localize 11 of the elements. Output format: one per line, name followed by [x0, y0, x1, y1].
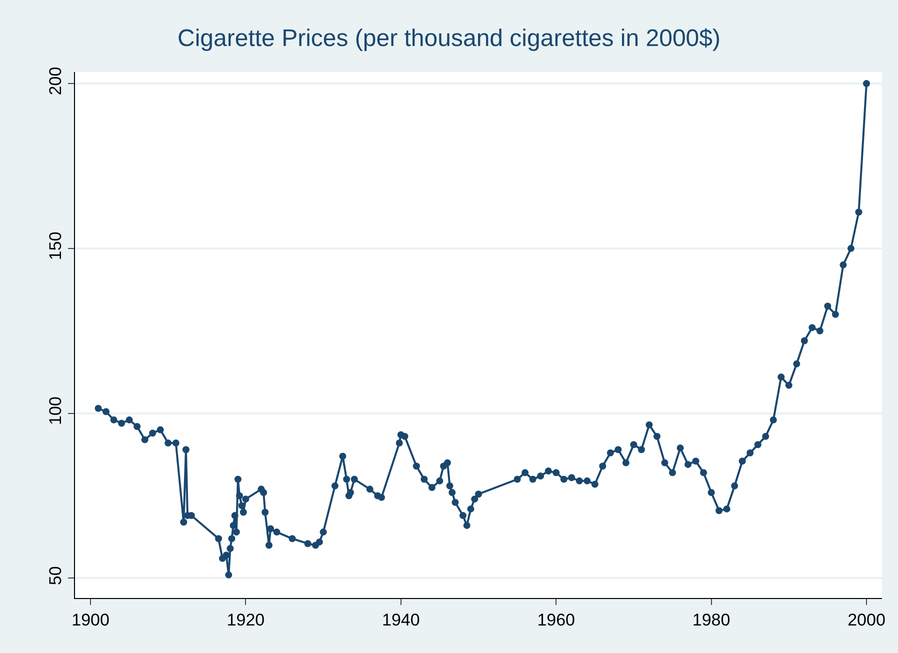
y-tick-label: 200 [46, 66, 66, 96]
x-tick-label: 1980 [692, 610, 730, 630]
x-tick-label: 1900 [72, 610, 110, 630]
x-tick-label: 2000 [848, 610, 886, 630]
x-tick-label: 1920 [226, 610, 265, 630]
y-tick-label: 100 [46, 396, 66, 425]
chart-title: Cigarette Prices (per thousand cigarettes in 2000$) [178, 25, 720, 52]
x-tick-label: 1940 [382, 610, 420, 630]
x-tick-label: 1960 [537, 610, 576, 630]
y-tick-label: 50 [46, 566, 66, 586]
y-tick-label: 150 [46, 232, 66, 260]
